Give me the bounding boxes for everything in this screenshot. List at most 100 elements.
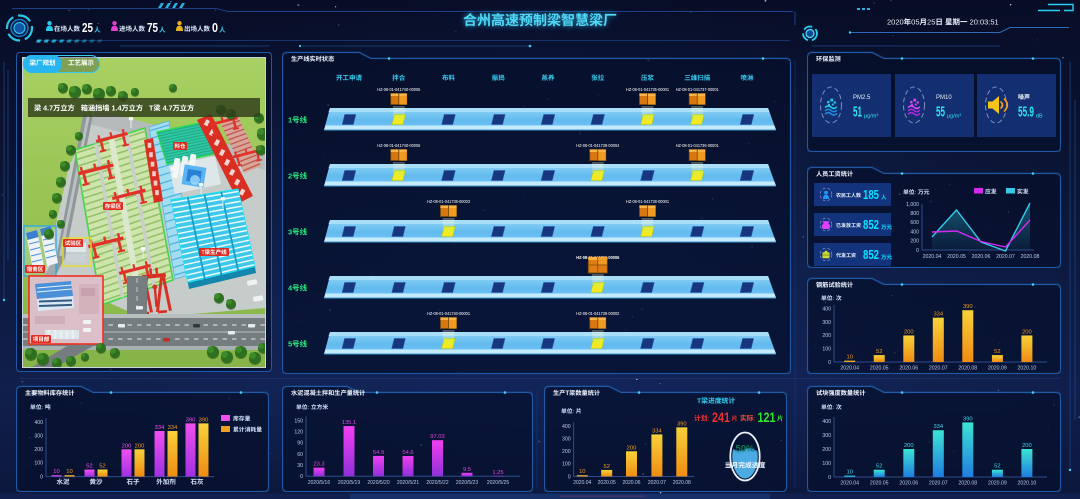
svg-text:5号线: 5号线 (288, 340, 308, 349)
svg-text:已发放工资: 已发放工资 (836, 222, 861, 229)
svg-text:3号线: 3号线 (288, 228, 308, 237)
svg-text:0: 0 (916, 248, 919, 254)
svg-text:60: 60 (297, 452, 303, 458)
svg-text:2020.08: 2020.08 (673, 480, 691, 486)
svg-text:石灰: 石灰 (191, 478, 205, 486)
svg-text:200: 200 (1022, 330, 1032, 336)
svg-text:100: 100 (822, 347, 831, 353)
svg-text:52: 52 (86, 464, 92, 470)
svg-text:390: 390 (199, 417, 209, 423)
svg-text:200: 200 (562, 449, 571, 455)
svg-text:0: 0 (828, 475, 831, 481)
svg-text:1,000: 1,000 (906, 202, 919, 208)
svg-text:852: 852 (863, 248, 879, 262)
svg-text:600: 600 (910, 220, 919, 226)
svg-text:HZ-08-01-041739-00004: HZ-08-01-041739-00004 (576, 143, 619, 149)
svg-text:人: 人 (159, 26, 166, 34)
svg-text:蒸养: 蒸养 (542, 74, 556, 82)
svg-text:52: 52 (876, 349, 882, 355)
svg-text:50%: 50% (735, 444, 755, 455)
svg-text:200: 200 (34, 447, 43, 453)
svg-text:2020.09: 2020.09 (988, 481, 1007, 487)
svg-text:2020.09: 2020.09 (988, 366, 1007, 372)
svg-text:HZ-08-01-041735-00001: HZ-08-01-041735-00001 (626, 87, 669, 93)
svg-text:单位: 次: 单位: 次 (821, 295, 842, 302)
svg-text:300: 300 (822, 320, 831, 326)
svg-text:2020年05月25日 星期一 20:03:51: 2020年05月25日 星期一 20:03:51 (887, 18, 999, 27)
svg-text:单位: 吨: 单位: 吨 (30, 404, 51, 411)
svg-text:54.6: 54.6 (402, 450, 413, 456)
svg-text:T梁进度统计: T梁进度统计 (697, 397, 735, 405)
svg-text:55: 55 (936, 105, 945, 121)
svg-text:200: 200 (904, 330, 914, 336)
svg-text:200: 200 (910, 239, 919, 245)
svg-text:100: 100 (34, 461, 43, 467)
svg-text:梁 4.7万立方 箱涵挡墙 1.4万立方 T梁 4.: 梁 4.7万立方 箱涵挡墙 1.4万立方 T梁 4.7万立方 (34, 104, 194, 113)
svg-text:HZ-08-01-041738-00001: HZ-08-01-041738-00001 (626, 199, 669, 205)
svg-text:水泥: 水泥 (57, 478, 71, 486)
svg-text:54.9: 54.9 (373, 450, 384, 456)
svg-text:2020.07: 2020.07 (648, 480, 666, 486)
svg-text:料仓: 料仓 (174, 143, 186, 150)
svg-text:2020/5/19: 2020/5/19 (338, 480, 360, 486)
svg-text:2020/5/16: 2020/5/16 (308, 480, 330, 486)
svg-text:2020.08: 2020.08 (958, 481, 977, 487)
svg-text:200: 200 (1022, 443, 1032, 449)
svg-text:石子: 石子 (127, 478, 141, 486)
svg-text:200: 200 (904, 443, 914, 449)
svg-text:9.5: 9.5 (463, 467, 471, 473)
svg-text:10: 10 (846, 355, 852, 361)
svg-text:334: 334 (155, 425, 165, 431)
svg-text:52: 52 (99, 464, 105, 470)
svg-text:52: 52 (994, 464, 1000, 470)
svg-text:HZ-08-01-041740-00001: HZ-08-01-041740-00001 (427, 311, 470, 317)
svg-text:2020/5/20: 2020/5/20 (367, 480, 389, 486)
svg-text:400: 400 (822, 307, 831, 313)
svg-text:试验区: 试验区 (65, 240, 82, 247)
svg-text:实际:: 实际: (740, 415, 756, 423)
svg-text:T梁生产线: T梁生产线 (201, 249, 227, 256)
svg-text:单位: 次: 单位: 次 (821, 404, 842, 411)
svg-text:应发: 应发 (985, 189, 997, 196)
svg-text:人: 人 (881, 194, 887, 201)
svg-text:10: 10 (53, 469, 59, 475)
svg-text:计划:: 计划: (694, 415, 710, 423)
svg-text:75: 75 (147, 21, 158, 35)
svg-text:喷淋: 喷淋 (741, 74, 755, 82)
svg-text:2020.06: 2020.06 (972, 254, 991, 260)
svg-text:HZ-08-01-041739-00003: HZ-08-01-041739-00003 (427, 199, 470, 205)
svg-text:HZ-08-01-041736-00001: HZ-08-01-041736-00001 (676, 143, 719, 149)
svg-text:人: 人 (219, 26, 226, 34)
svg-text:农民工人数: 农民工人数 (836, 192, 861, 199)
svg-text:52: 52 (603, 464, 609, 470)
svg-text:300: 300 (34, 433, 43, 439)
svg-text:97.03: 97.03 (430, 434, 445, 440)
svg-text:10: 10 (846, 470, 852, 476)
svg-text:存梁区: 存梁区 (105, 203, 122, 210)
svg-text:外加剂: 外加剂 (156, 478, 176, 486)
svg-text:2020.04: 2020.04 (840, 366, 859, 372)
svg-text:2020.10: 2020.10 (1018, 481, 1037, 487)
svg-text:振捣: 振捣 (492, 74, 506, 82)
svg-text:1号线: 1号线 (288, 116, 308, 125)
svg-text:334: 334 (933, 312, 943, 318)
svg-text:2020/5/25: 2020/5/25 (487, 480, 509, 486)
svg-text:135.1: 135.1 (342, 420, 357, 426)
svg-text:150: 150 (294, 418, 303, 424)
svg-text:2020.08: 2020.08 (958, 366, 977, 372)
svg-text:三维扫描: 三维扫描 (684, 74, 711, 82)
svg-text:25: 25 (82, 21, 93, 35)
svg-text:400: 400 (34, 420, 43, 426)
svg-text:进场人数: 进场人数 (119, 25, 146, 33)
svg-text:0: 0 (828, 360, 831, 366)
svg-text:200: 200 (135, 443, 145, 449)
svg-text:2020.05: 2020.05 (870, 481, 889, 487)
svg-text:2020.06: 2020.06 (899, 481, 918, 487)
svg-text:2020.04: 2020.04 (573, 480, 591, 486)
svg-text:400: 400 (910, 229, 919, 235)
svg-text:10: 10 (66, 469, 72, 475)
svg-text:黄沙: 黄沙 (90, 478, 104, 486)
svg-text:2020.07: 2020.07 (929, 481, 948, 487)
svg-text:2020.06: 2020.06 (899, 366, 918, 372)
svg-text:200: 200 (627, 445, 637, 451)
